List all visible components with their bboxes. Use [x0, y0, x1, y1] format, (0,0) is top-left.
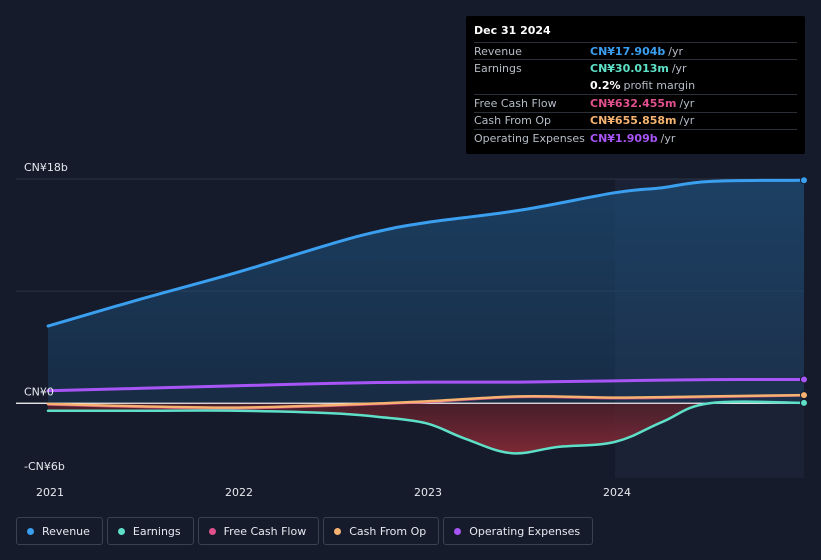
tooltip-row-unit: /yr [660, 131, 676, 145]
tooltip-row-value: CN¥17.904b [590, 44, 666, 58]
operating-expenses-line [46, 377, 806, 393]
tooltip-row-unit: profit margin [623, 78, 696, 92]
legend-item-free-cash-flow[interactable]: Free Cash Flow [197, 517, 320, 545]
tooltip-row-unit: /yr [679, 96, 695, 110]
tooltip-row-label: Earnings [474, 62, 522, 76]
cash-from-op-end-point [800, 391, 808, 400]
chart-area: CN¥18b CN¥0 -CN¥6b 2021 2022 2023 2024 [16, 161, 808, 499]
legend-dot-icon [454, 527, 462, 535]
legend-label: Operating Expenses [469, 524, 581, 538]
x-tick-label: 2021 [36, 486, 64, 499]
tooltip-row-value: CN¥30.013m [590, 62, 669, 76]
revenue-line [46, 178, 806, 328]
x-tick-label: 2022 [225, 486, 253, 499]
legend-label: Earnings [132, 524, 181, 538]
tooltip-row: Cash From Op CN¥655.858m/yr [474, 111, 797, 129]
x-tick-label: 2024 [603, 486, 631, 499]
legend-item-revenue[interactable]: Revenue [16, 517, 103, 545]
legend-label: Free Cash Flow [223, 524, 307, 538]
earnings-area [48, 401, 804, 454]
legend-item-cash-from-op[interactable]: Cash From Op [323, 517, 440, 545]
legend-dot-icon [208, 527, 216, 535]
legend-label: Cash From Op [349, 524, 427, 538]
tooltip-row-unit: /yr [668, 44, 684, 58]
tooltip-row-label: Cash From Op [474, 114, 552, 128]
x-tick-label: 2023 [414, 486, 442, 499]
legend-item-operating-expenses[interactable]: Operating Expenses [443, 517, 594, 545]
y-tick-label: -CN¥6b [24, 460, 65, 473]
revenue-end-point [800, 176, 808, 185]
cash-from-op-line [46, 393, 806, 409]
legend-dot-icon [117, 527, 125, 535]
legend-item-earnings[interactable]: Earnings [106, 517, 194, 545]
tooltip-row-value: 0.2% [590, 78, 621, 92]
tooltip-date: Dec 31 2024 [474, 24, 551, 37]
tooltip-row-unit: /yr [679, 114, 695, 128]
y-tick-label: CN¥18b [24, 161, 68, 174]
tooltip-row: 0.2% profit margin [474, 77, 797, 94]
tooltip-row-label: Operating Expenses [474, 131, 585, 145]
tooltip-row-label: Free Cash Flow [474, 96, 557, 110]
tooltip-row: Revenue CN¥17.904b/yr [474, 42, 797, 59]
tooltip-row-unit: /yr [671, 62, 687, 76]
tooltip-row: Operating Expenses CN¥1.909b/yr [474, 128, 797, 146]
tooltip-row: Earnings CN¥30.013m/yr [474, 59, 797, 76]
legend-dot-icon [27, 527, 34, 535]
tooltip-panel: Dec 31 2024 Revenue CN¥17.904b/yr Earnings… [466, 16, 805, 154]
operating-expenses-end-point [800, 375, 808, 384]
tooltip-row: Free Cash Flow CN¥632.455m/yr [474, 94, 797, 111]
legend-dot-icon [334, 527, 342, 535]
legend-label: Revenue [42, 524, 90, 538]
chart-legend: Revenue Earnings Free Cash Flow Cash From O… [16, 517, 594, 547]
y-tick-label: CN¥0 [24, 385, 54, 398]
tooltip-row-value: CN¥655.858m [590, 114, 677, 128]
earnings-end-point [800, 398, 808, 407]
tooltip-row-value: CN¥1.909b [590, 131, 658, 145]
revenue-area [48, 180, 804, 404]
earnings-line [46, 400, 806, 455]
tooltip-row-value: CN¥632.455m [590, 96, 677, 110]
tooltip-row-label: Revenue [474, 44, 522, 58]
